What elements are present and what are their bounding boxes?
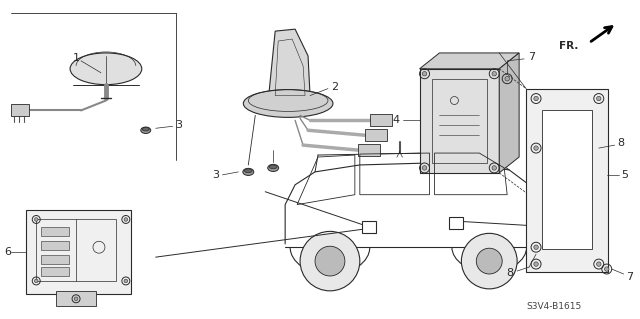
Text: 6: 6 <box>4 247 11 257</box>
Ellipse shape <box>269 165 277 169</box>
Ellipse shape <box>243 168 254 175</box>
Bar <box>420 69 499 173</box>
Bar <box>41 267 69 276</box>
Circle shape <box>124 218 127 221</box>
Text: 8: 8 <box>617 138 624 148</box>
Bar <box>449 218 463 229</box>
Ellipse shape <box>244 169 252 173</box>
Circle shape <box>596 262 601 266</box>
Circle shape <box>534 96 538 101</box>
Text: 7: 7 <box>626 272 633 282</box>
Bar <box>36 219 116 281</box>
Circle shape <box>422 71 427 76</box>
Bar <box>365 129 387 141</box>
Text: 1: 1 <box>72 53 79 63</box>
Text: 2: 2 <box>332 82 339 92</box>
Circle shape <box>492 166 497 170</box>
Bar <box>358 144 380 156</box>
Bar <box>41 255 69 264</box>
Bar <box>431 79 487 163</box>
Ellipse shape <box>141 127 151 133</box>
Circle shape <box>492 71 497 76</box>
Polygon shape <box>499 53 519 173</box>
Circle shape <box>461 234 517 289</box>
Text: 3: 3 <box>212 170 219 180</box>
Ellipse shape <box>142 128 149 131</box>
Circle shape <box>35 218 38 221</box>
Circle shape <box>596 96 601 101</box>
Bar <box>12 105 29 116</box>
Circle shape <box>534 245 538 249</box>
Text: 8: 8 <box>507 268 514 278</box>
Circle shape <box>505 77 509 81</box>
Circle shape <box>74 297 78 300</box>
Circle shape <box>476 248 502 274</box>
Bar <box>526 89 608 272</box>
Bar <box>41 241 69 250</box>
Circle shape <box>315 246 345 276</box>
Circle shape <box>534 262 538 266</box>
Bar <box>542 110 592 249</box>
Ellipse shape <box>70 53 142 85</box>
Circle shape <box>534 146 538 150</box>
Bar <box>370 115 392 126</box>
Ellipse shape <box>268 164 278 172</box>
Circle shape <box>605 267 609 271</box>
Circle shape <box>422 166 427 170</box>
Polygon shape <box>268 29 310 100</box>
Text: FR.: FR. <box>559 41 579 51</box>
Bar <box>362 221 376 234</box>
Bar <box>56 291 96 306</box>
Polygon shape <box>420 53 519 69</box>
Text: 7: 7 <box>529 52 536 62</box>
Text: 5: 5 <box>621 170 628 180</box>
Text: 3: 3 <box>175 120 182 130</box>
Text: 4: 4 <box>392 115 399 125</box>
Bar <box>26 210 131 294</box>
Text: S3V4-B1615: S3V4-B1615 <box>526 302 582 311</box>
Circle shape <box>35 279 38 283</box>
Circle shape <box>300 231 360 291</box>
Ellipse shape <box>243 90 333 117</box>
Circle shape <box>124 279 127 283</box>
Bar <box>41 227 69 236</box>
